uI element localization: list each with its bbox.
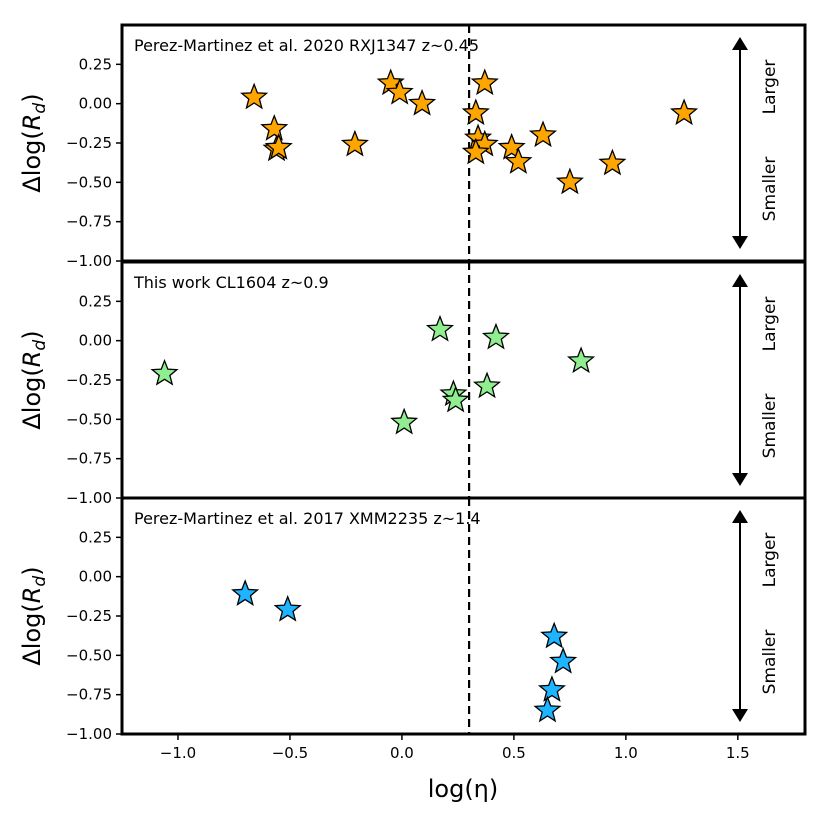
panel-2: 0.25 0.00 −0.25 −0.50 −0.75 −1.00 Δlog(Rd) This… [18, 260, 807, 507]
x-axis-label: log(η) [428, 775, 499, 803]
panel-3: 0.25 0.00 −0.25 −0.50 −0.75 −1.00 Δlog(Rd) Pere… [18, 496, 807, 743]
y-tick-label: −0.75 [66, 686, 112, 704]
data-point [566, 346, 596, 374]
data-point [504, 147, 533, 174]
panels-container: 0.25 0.00 −0.25 −0.50 −0.75 −1.00 Δlog(Rd) Pere… [18, 23, 807, 743]
panel-title: Perez-Martinez et al. 2020 RXJ1347 z~0.4… [134, 36, 479, 55]
y-tick-label: 0.00 [79, 332, 112, 350]
y-tick-label: −1.00 [66, 252, 112, 270]
arrow-up-head [732, 37, 748, 50]
data-point [340, 129, 369, 157]
y-tick-label: 0.00 [79, 95, 112, 113]
data-point [461, 98, 490, 126]
data-point [533, 695, 562, 723]
y-axis-label: Δlog(Rd) [18, 93, 50, 192]
y-tick-label: −1.00 [66, 489, 112, 507]
panel-title: Perez-Martinez et al. 2017 XMM2235 z~1.4 [134, 509, 481, 528]
y-tick-label: −0.50 [66, 646, 112, 664]
x-tick-label: 1.5 [726, 744, 750, 762]
panel-frame [120, 496, 807, 736]
smaller-label: Smaller [760, 630, 780, 695]
larger-label: Larger [760, 60, 780, 115]
x-tick-label: −1.0 [160, 744, 196, 762]
panel-frame [120, 23, 807, 263]
data-point [240, 82, 269, 110]
x-tick-label: 0.5 [502, 744, 526, 762]
data-point [408, 88, 437, 116]
y-axis-label: Δlog(Rd) [18, 566, 50, 665]
x-tick-label: 1.0 [614, 744, 638, 762]
y-tick-label: −1.00 [66, 725, 112, 743]
y-tick-label: −0.50 [66, 173, 112, 191]
x-axis: −1.0 −0.5 0.0 0.5 1.0 1.5 [160, 734, 750, 762]
arrow-up-head [732, 274, 748, 287]
smaller-label: Smaller [760, 157, 780, 222]
data-point [598, 148, 627, 176]
x-tick-label: 0.0 [390, 744, 414, 762]
data-point [555, 167, 584, 195]
data-point [528, 120, 558, 148]
data-point [390, 407, 419, 435]
arrow-down-head [732, 236, 748, 249]
larger-label: Larger [760, 533, 780, 588]
y-tick-label: −0.75 [66, 213, 112, 231]
panel-title: This work CL1604 z~0.9 [133, 273, 329, 292]
data-point [264, 132, 293, 160]
y-tick-label: 0.00 [79, 568, 112, 586]
x-tick-label: −0.5 [272, 744, 308, 762]
data-point [260, 114, 289, 141]
y-tick-label: −0.50 [66, 410, 112, 428]
data-point [273, 594, 302, 622]
y-tick-label: 0.25 [79, 528, 112, 546]
y-tick-label: −0.25 [66, 134, 112, 152]
data-point [470, 68, 499, 96]
data-point [425, 314, 455, 342]
data-point [540, 621, 569, 649]
y-tick-label: −0.25 [66, 607, 112, 625]
data-point [481, 322, 511, 350]
y-tick-label: 0.25 [79, 55, 112, 73]
data-point [441, 385, 470, 413]
data-point [497, 132, 526, 160]
data-point [231, 579, 260, 606]
data-point [537, 675, 567, 702]
y-tick-label: −0.25 [66, 371, 112, 389]
data-point [385, 77, 414, 105]
larger-label: Larger [760, 297, 780, 352]
panel-1: 0.25 0.00 −0.25 −0.50 −0.75 −1.00 Δlog(Rd) Pere… [18, 23, 807, 270]
panel-frame [120, 260, 807, 500]
data-point [472, 371, 502, 399]
y-tick-label: −0.75 [66, 450, 112, 468]
arrow-up-head [732, 510, 748, 523]
data-point [150, 358, 179, 386]
y-tick-label: 0.25 [79, 292, 112, 310]
data-point [670, 98, 699, 126]
smaller-label: Smaller [760, 394, 780, 459]
data-point [549, 646, 578, 674]
data-point [461, 137, 490, 165]
y-axis-label: Δlog(Rd) [18, 330, 50, 429]
arrow-down-head [732, 473, 748, 486]
arrow-down-head [732, 709, 748, 722]
